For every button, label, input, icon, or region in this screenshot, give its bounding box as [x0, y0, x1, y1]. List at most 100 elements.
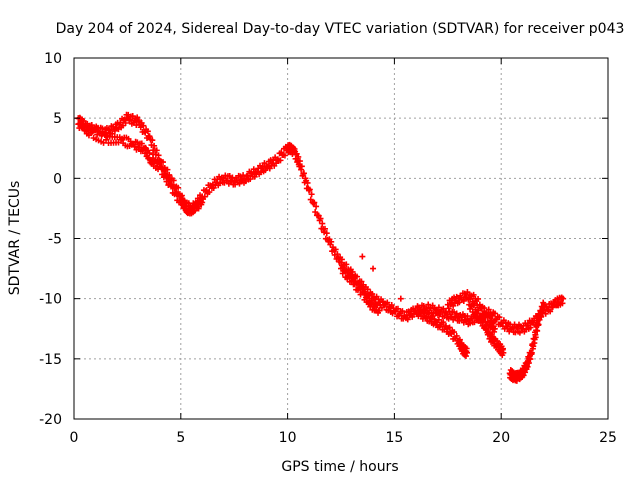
data-point	[117, 136, 124, 143]
data-point	[144, 128, 151, 135]
data-point	[298, 163, 305, 170]
data-point	[496, 314, 503, 321]
data-point	[153, 147, 160, 154]
data-point	[261, 160, 268, 167]
y-tick-label: 5	[53, 111, 62, 127]
data-point	[149, 137, 156, 144]
data-point	[106, 127, 113, 134]
data-point	[343, 261, 350, 268]
data-point	[281, 152, 288, 159]
data-point	[150, 151, 157, 158]
data-point	[425, 310, 432, 317]
data-series	[506, 299, 547, 384]
data-point	[528, 349, 535, 356]
data-point	[440, 319, 447, 326]
chart-title: Day 204 of 2024, Sidereal Day-to-day VTE…	[56, 21, 625, 37]
data-series	[466, 301, 507, 359]
data-point	[155, 152, 162, 159]
data-point	[464, 289, 471, 296]
data-point	[354, 279, 361, 286]
data-point	[77, 120, 84, 127]
y-tick-label: -5	[48, 232, 62, 248]
data-point	[527, 356, 534, 363]
data-point	[166, 177, 173, 184]
data-point	[140, 122, 147, 129]
data-point	[453, 310, 460, 317]
data-point	[343, 267, 350, 274]
data-point	[359, 253, 366, 260]
data-point	[450, 302, 457, 309]
data-point	[434, 307, 441, 314]
data-point	[464, 313, 471, 320]
data-point	[262, 167, 269, 174]
data-point	[456, 336, 463, 343]
data-point	[244, 172, 251, 179]
data-point	[164, 172, 171, 179]
data-series	[145, 133, 404, 302]
data-point	[145, 133, 152, 140]
data-point	[201, 193, 208, 200]
data-point	[535, 321, 542, 328]
data-point	[404, 316, 411, 323]
data-point	[425, 301, 432, 308]
data-point	[160, 165, 166, 172]
data-point	[392, 308, 399, 315]
data-point	[131, 143, 138, 150]
data-point	[334, 251, 341, 258]
data-point	[178, 201, 185, 208]
x-tick-label: 10	[279, 430, 297, 446]
data-point	[435, 316, 442, 323]
data-point	[111, 127, 118, 134]
data-point	[296, 158, 303, 165]
data-point	[429, 313, 436, 320]
data-point	[304, 179, 311, 186]
data-point	[364, 286, 371, 293]
data-point	[483, 322, 490, 329]
data-point	[136, 144, 143, 151]
data-point	[105, 126, 112, 133]
data-point	[354, 273, 361, 280]
data-point	[534, 327, 541, 334]
x-tick-label: 20	[492, 430, 510, 446]
data-point	[491, 325, 498, 332]
data-point	[321, 225, 328, 232]
data-point	[440, 305, 447, 312]
y-tick-label: 10	[44, 51, 62, 67]
data-series	[75, 111, 567, 336]
data-point	[475, 295, 482, 302]
data-point	[485, 312, 492, 319]
data-point	[409, 313, 416, 320]
data-point	[394, 305, 401, 312]
data-point	[349, 268, 356, 275]
data-point	[183, 203, 190, 210]
x-tick-label: 25	[599, 430, 617, 446]
x-axis-label: GPS time / hours	[281, 459, 398, 475]
data-point	[195, 205, 202, 212]
data-point	[524, 320, 531, 327]
data-point	[103, 136, 110, 143]
data-point	[500, 349, 507, 356]
data-point	[445, 305, 452, 312]
data-point	[312, 209, 319, 216]
data-point	[164, 166, 171, 173]
data-point	[358, 284, 365, 291]
data-point	[175, 184, 182, 191]
data-point	[539, 309, 546, 316]
data-point	[388, 302, 395, 309]
y-tick-label: -15	[39, 352, 62, 368]
data-point	[366, 295, 373, 302]
data-point	[127, 116, 134, 123]
y-tick-label: -10	[39, 292, 62, 308]
data-point	[338, 256, 345, 263]
data-point	[522, 369, 529, 376]
data-point	[470, 291, 477, 298]
data-point	[485, 306, 492, 313]
data-series	[75, 120, 206, 214]
grid	[74, 58, 608, 419]
plot-area	[75, 111, 567, 384]
y-tick-label: -20	[39, 412, 62, 428]
data-point	[199, 199, 206, 206]
data-point	[397, 295, 404, 302]
data-point	[88, 129, 95, 136]
